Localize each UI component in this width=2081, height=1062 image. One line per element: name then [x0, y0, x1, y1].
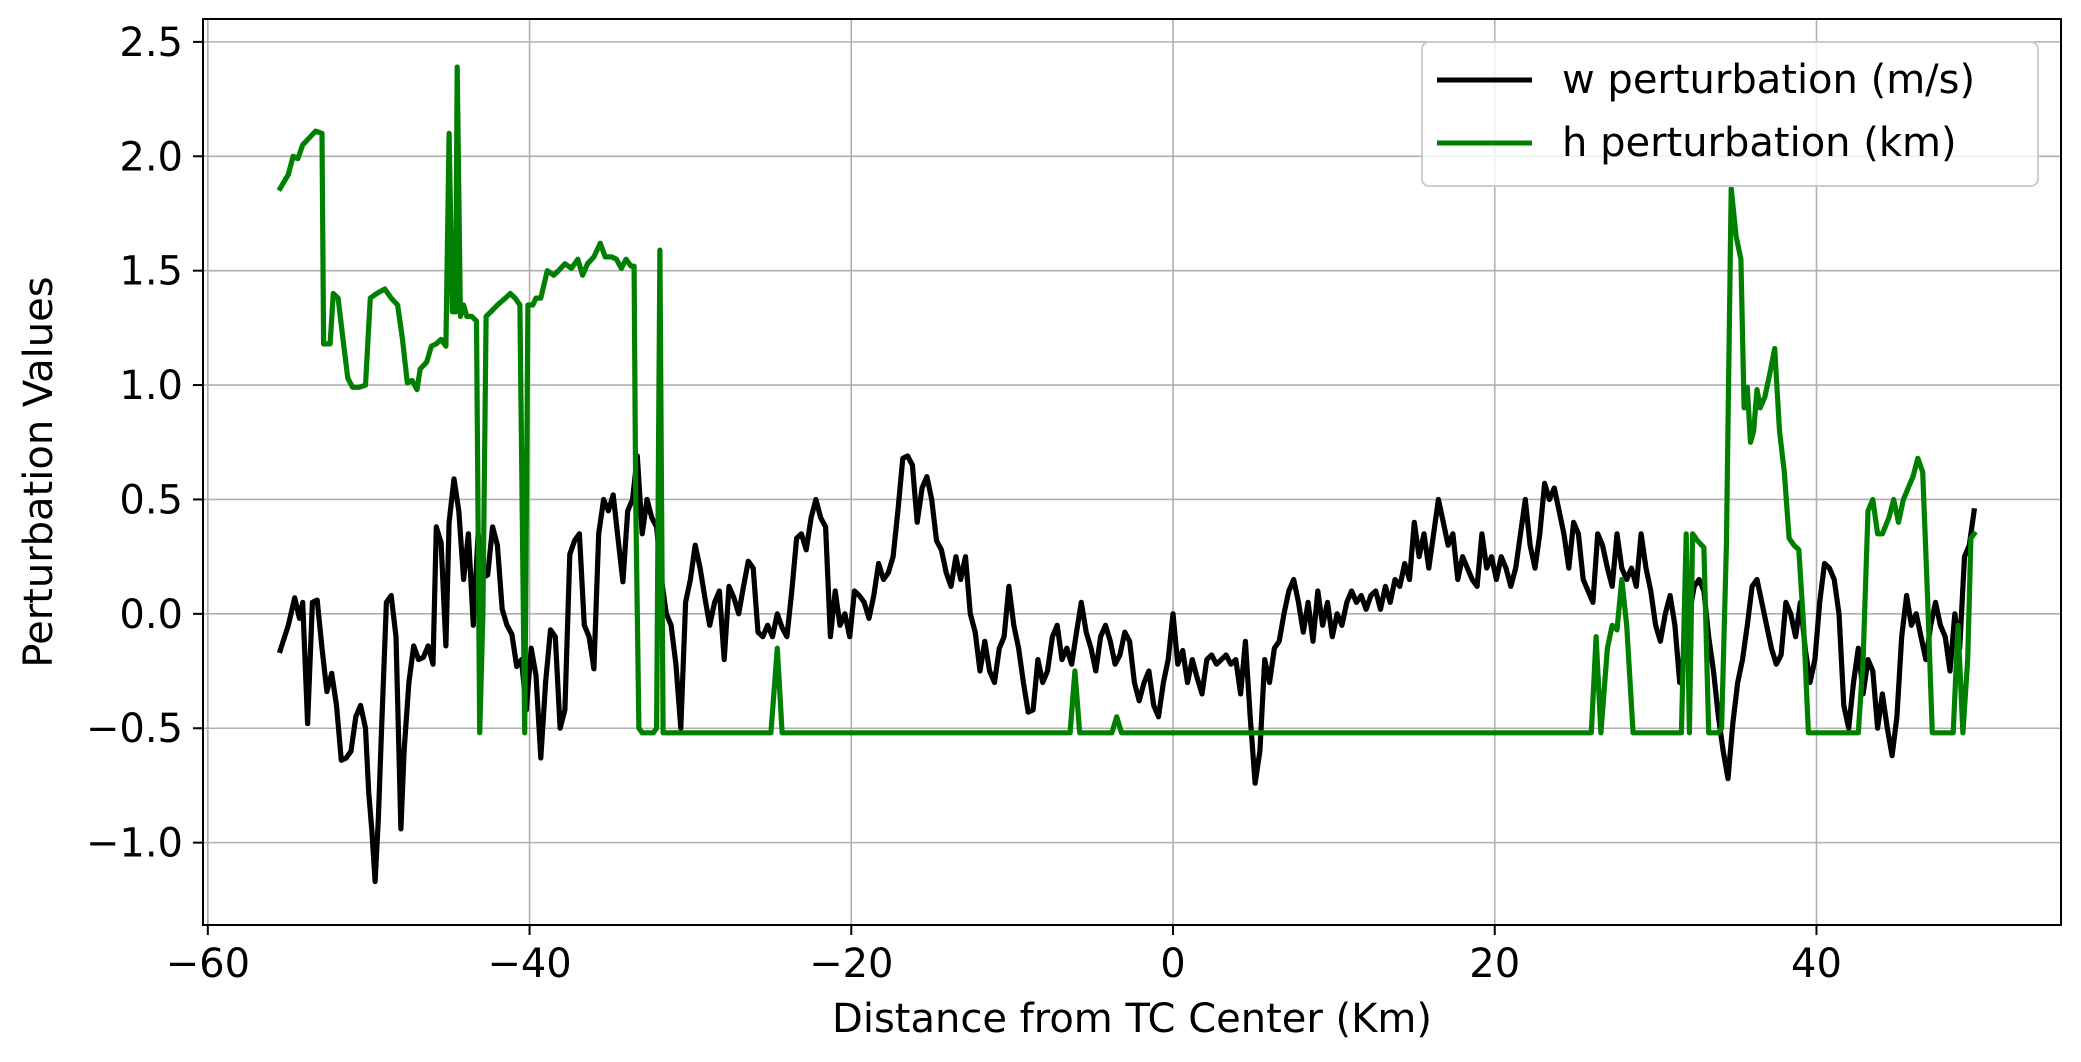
legend-label-w: w perturbation (m/s)	[1562, 57, 1975, 103]
y-tick-label: 0.5	[119, 477, 183, 523]
y-tick-label: 2.5	[119, 20, 183, 66]
legend: w perturbation (m/s) h perturbation (km)	[1421, 41, 2039, 187]
legend-box	[1421, 41, 2039, 187]
axis-ticks: −60 −40 −20 0 20 40 −1.0 −0.5 0.0 0.5 1.0 1.5 2.0 2.5	[86, 20, 1842, 987]
series-lines	[276, 64, 1978, 885]
plot-frame	[202, 18, 2062, 926]
x-tick-label: −20	[809, 941, 893, 987]
series-line-1	[276, 64, 1978, 736]
x-tick-label: −60	[166, 941, 250, 987]
y-tick-label: 2.0	[119, 134, 183, 180]
x-tick-label: 20	[1469, 941, 1520, 987]
y-tick-label: 1.5	[119, 249, 183, 295]
x-axis-title: Distance from TC Center (Km)	[832, 996, 1432, 1042]
x-tick-label: 0	[1160, 941, 1185, 987]
y-axis-title: Perturbation Values	[16, 276, 62, 667]
y-tick-label: 0.0	[119, 592, 183, 638]
y-tick-label: −1.0	[86, 821, 183, 867]
grid-lines	[203, 19, 2061, 925]
x-tick-label: −40	[487, 941, 571, 987]
y-tick-label: 1.0	[119, 363, 183, 409]
x-tick-label: 40	[1791, 941, 1842, 987]
legend-label-h: h perturbation (km)	[1562, 120, 1957, 166]
y-tick-label: −0.5	[86, 706, 183, 752]
